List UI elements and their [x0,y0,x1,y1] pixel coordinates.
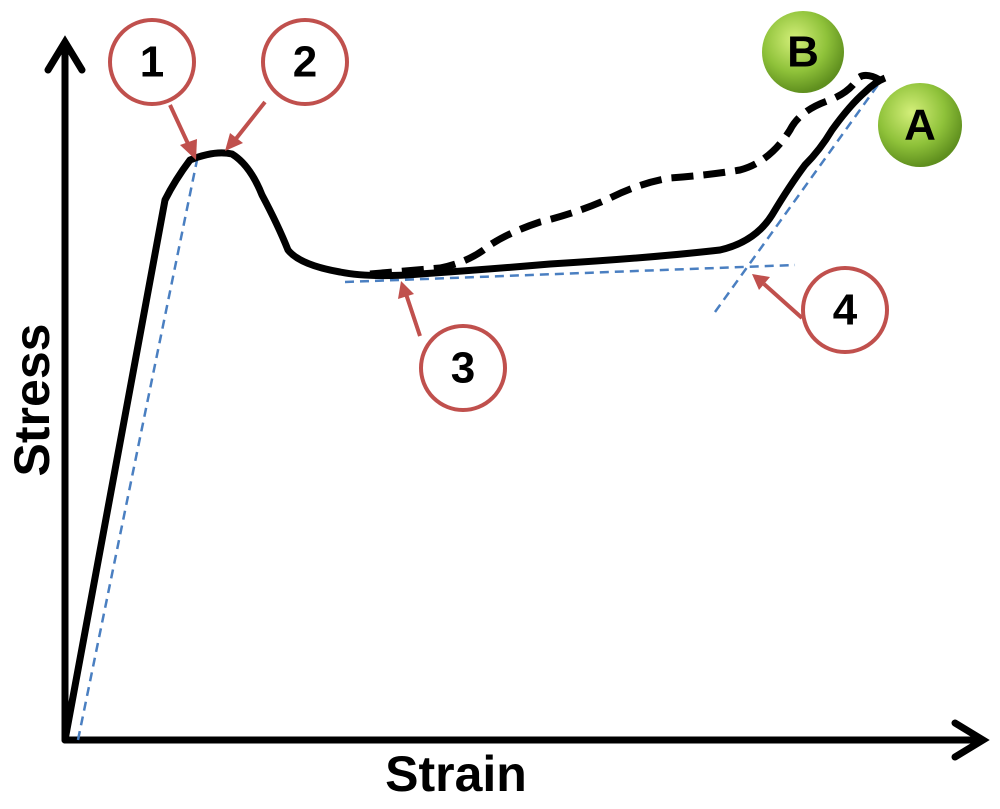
arrowhead-3 [398,281,414,299]
densification-line [713,81,882,313]
arrowhead-4 [752,274,770,290]
arrow-3 [404,293,422,337]
callout-label: 3 [451,344,475,393]
y-axis-label: Stress [4,324,60,477]
curve-b [369,71,882,278]
curve-a [61,74,887,741]
plateau-line [344,263,796,284]
callout-circle [108,18,196,106]
arrow-2 [233,100,267,142]
callout-arrows [168,100,804,337]
arrowhead-1 [180,139,197,160]
construction-lines [76,81,882,741]
y-axis-arrow [44,35,86,74]
callout-label: 1 [140,38,164,87]
callout-circle [801,266,889,354]
arrow-1 [168,104,192,149]
callout-label: 2 [293,38,317,87]
callout-label: 4 [833,286,858,335]
elastic-line [76,159,199,741]
curve-label: B [787,28,819,77]
curve-badge [878,83,962,167]
callout-circle [261,18,349,106]
x-axis-arrow [951,719,990,761]
curve-label: A [904,101,936,150]
x-axis-label: Strain [385,746,527,802]
callout-circle [419,324,507,412]
arrowhead-2 [225,133,243,151]
axes [44,35,990,761]
arrow-4 [762,282,804,320]
curve-badge [762,11,844,93]
callout-circles [108,18,889,412]
